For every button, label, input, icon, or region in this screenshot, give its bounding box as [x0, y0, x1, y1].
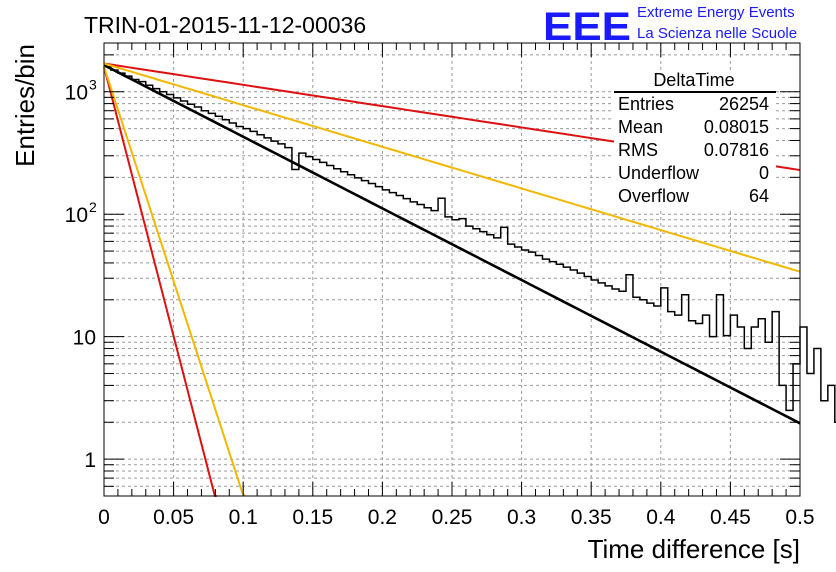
x-tick-label: 0.5	[785, 506, 814, 529]
x-tick-label: 0.15	[292, 506, 333, 529]
stats-value-overflow: 64	[749, 186, 769, 206]
eee-logo-mark: EEE	[543, 5, 631, 49]
y-axis-label: Entries/bin	[10, 44, 40, 167]
fit-curve-5	[103, 66, 246, 497]
x-tick-label: 0	[98, 506, 110, 529]
x-tick-label: 0.4	[646, 506, 676, 529]
x-tick-label: 0.05	[153, 506, 194, 529]
y-tick-label: 1	[84, 449, 96, 472]
stats-label-rms: RMS	[618, 140, 658, 160]
y-tick-label: 10	[65, 82, 88, 105]
x-tick-label: 0.3	[507, 506, 536, 529]
chart-title: TRIN-01-2015-11-12-00036	[84, 12, 366, 38]
axis-ticks	[103, 43, 801, 497]
x-tick-label: 0.1	[229, 506, 258, 529]
y-tick-exponent: 3	[89, 77, 97, 93]
logo-line-1: Extreme Energy Events	[637, 4, 795, 21]
x-tick-label: 0.2	[368, 506, 397, 529]
stats-box-background	[614, 72, 776, 210]
x-tick-labels: 0 0.05 0.1 0.15 0.2 0.25 0.3 0.35 0.4 0.45 0.5	[98, 506, 814, 529]
stats-label-entries: Entries	[618, 94, 674, 114]
stats-value-entries: 26254	[719, 94, 769, 114]
histogram-series	[104, 65, 836, 424]
x-tick-label: 0.35	[571, 506, 612, 529]
logo-line-2: La Scienza nelle Scuole	[637, 25, 797, 42]
stats-value-mean: 0.08015	[704, 117, 769, 137]
stats-box-title: DeltaTime	[653, 70, 734, 90]
histogram-line	[104, 65, 836, 424]
fit-curve-4	[103, 66, 217, 497]
y-tick-exponent: 2	[89, 199, 97, 215]
fit-curve-3	[103, 62, 801, 273]
stats-box: DeltaTime Entries 26254 Mean 0.08015 RMS…	[614, 70, 776, 210]
x-tick-label: 0.45	[710, 506, 751, 529]
stats-value-underflow: 0	[759, 163, 769, 183]
x-tick-label: 0.25	[432, 506, 473, 529]
fit-curves	[103, 62, 801, 497]
grid-lines	[104, 43, 800, 497]
y-tick-label: 10	[73, 327, 96, 350]
stats-label-underflow: Underflow	[618, 163, 700, 183]
fit-curve-1	[103, 63, 801, 425]
stats-label-overflow: Overflow	[618, 186, 690, 206]
y-tick-label: 10	[65, 204, 88, 227]
stats-value-rms: 0.07816	[704, 140, 769, 160]
stats-label-mean: Mean	[618, 117, 663, 137]
x-axis-label: Time difference [s]	[588, 534, 800, 564]
